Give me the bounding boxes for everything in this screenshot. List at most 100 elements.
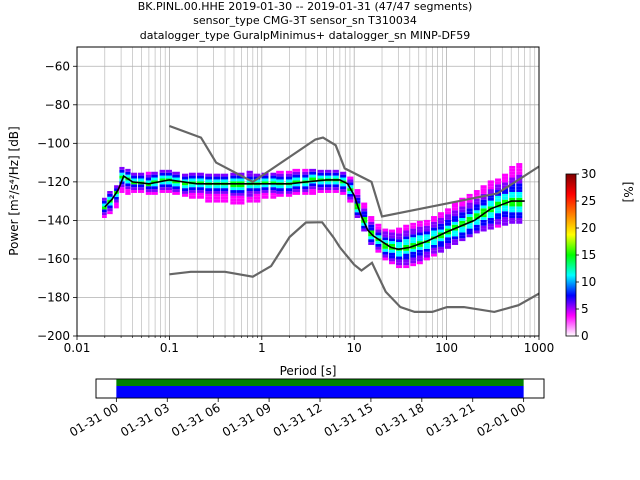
density-cell bbox=[205, 179, 213, 183]
density-cell bbox=[246, 193, 253, 197]
x-tick-label: 10 bbox=[347, 341, 362, 355]
density-cell bbox=[487, 183, 494, 187]
density-cell bbox=[487, 212, 494, 216]
density-cell bbox=[509, 212, 516, 216]
density-cell bbox=[375, 229, 382, 233]
density-cell bbox=[502, 193, 509, 197]
density-cell bbox=[368, 242, 375, 245]
density-cell bbox=[502, 208, 509, 212]
density-cell bbox=[423, 245, 430, 249]
noise-model-low-line bbox=[169, 221, 539, 314]
density-cell bbox=[220, 176, 229, 180]
density-cell bbox=[445, 208, 452, 212]
density-cell bbox=[182, 188, 189, 192]
density-cell bbox=[205, 196, 213, 200]
density-cell bbox=[437, 241, 444, 245]
density-cell bbox=[347, 193, 354, 197]
density-cell bbox=[502, 185, 509, 189]
density-cell bbox=[131, 178, 138, 182]
density-cell bbox=[137, 184, 145, 188]
density-cell bbox=[292, 180, 301, 184]
density-cell bbox=[403, 250, 410, 254]
density-cell bbox=[285, 193, 293, 197]
density-cell bbox=[451, 242, 459, 245]
density-cell bbox=[410, 234, 417, 238]
density-cell bbox=[473, 213, 480, 217]
density-cell bbox=[480, 205, 487, 209]
density-cell bbox=[502, 179, 509, 183]
density-cell bbox=[159, 184, 166, 188]
density-cell bbox=[324, 175, 332, 179]
density-cell bbox=[480, 202, 487, 206]
density-cell bbox=[361, 225, 368, 229]
density-cell bbox=[145, 191, 152, 195]
density-cell bbox=[340, 177, 347, 181]
density-cell bbox=[375, 226, 382, 230]
density-cell bbox=[416, 223, 423, 227]
density-cell bbox=[317, 169, 324, 173]
density-cell bbox=[473, 230, 480, 234]
timeline-tick-label: 01-31 00 bbox=[67, 400, 121, 439]
density-cell bbox=[396, 259, 403, 263]
density-cell bbox=[309, 174, 317, 178]
density-cell bbox=[403, 265, 410, 269]
density-cell bbox=[347, 191, 354, 194]
density-cell bbox=[354, 212, 361, 216]
density-cell bbox=[451, 204, 459, 208]
density-cell bbox=[403, 253, 410, 257]
density-cell bbox=[236, 190, 245, 193]
density-cell bbox=[382, 237, 389, 241]
density-cell bbox=[159, 172, 166, 176]
density-cell bbox=[416, 220, 423, 224]
density-cell bbox=[516, 194, 523, 198]
density-cell bbox=[466, 205, 473, 209]
density-cell bbox=[276, 191, 284, 194]
density-cell bbox=[451, 201, 459, 205]
density-cell bbox=[159, 169, 166, 173]
density-cell bbox=[451, 221, 459, 225]
density-cell bbox=[302, 171, 309, 175]
density-cell bbox=[102, 197, 107, 201]
density-cell bbox=[137, 190, 145, 193]
density-cell bbox=[151, 171, 158, 175]
density-cell bbox=[509, 189, 516, 192]
density-cell bbox=[324, 187, 332, 191]
density-cell bbox=[509, 168, 516, 172]
density-cell bbox=[410, 243, 417, 246]
density-cell bbox=[396, 236, 403, 240]
density-cell bbox=[230, 190, 237, 193]
density-cell bbox=[382, 248, 389, 252]
density-cell bbox=[516, 183, 523, 187]
plot-frame bbox=[76, 46, 540, 337]
density-cell bbox=[480, 185, 487, 189]
density-cell bbox=[261, 184, 269, 188]
density-cell bbox=[466, 199, 473, 203]
timeline-tick-label: 01-31 15 bbox=[322, 400, 376, 439]
density-cell bbox=[261, 178, 269, 182]
density-cell bbox=[302, 183, 309, 187]
density-cell bbox=[459, 226, 466, 230]
density-cell bbox=[119, 181, 125, 185]
density-cell bbox=[480, 199, 487, 203]
density-cell bbox=[410, 240, 417, 244]
density-cell bbox=[516, 174, 523, 178]
density-cell bbox=[230, 187, 237, 191]
density-cell bbox=[332, 175, 339, 179]
density-cell bbox=[332, 190, 339, 193]
density-cell bbox=[509, 209, 516, 213]
density-cell bbox=[495, 198, 502, 202]
density-cell bbox=[431, 239, 437, 243]
density-cell bbox=[403, 239, 410, 243]
density-cell bbox=[236, 181, 245, 185]
density-cell bbox=[205, 193, 213, 197]
density-cell bbox=[473, 227, 480, 231]
density-cell bbox=[509, 171, 516, 175]
density-cell bbox=[102, 203, 107, 207]
density-cell bbox=[309, 177, 317, 181]
density-cell bbox=[236, 187, 245, 191]
density-cell bbox=[473, 210, 480, 214]
density-cell bbox=[396, 253, 403, 257]
density-cell bbox=[188, 195, 196, 199]
